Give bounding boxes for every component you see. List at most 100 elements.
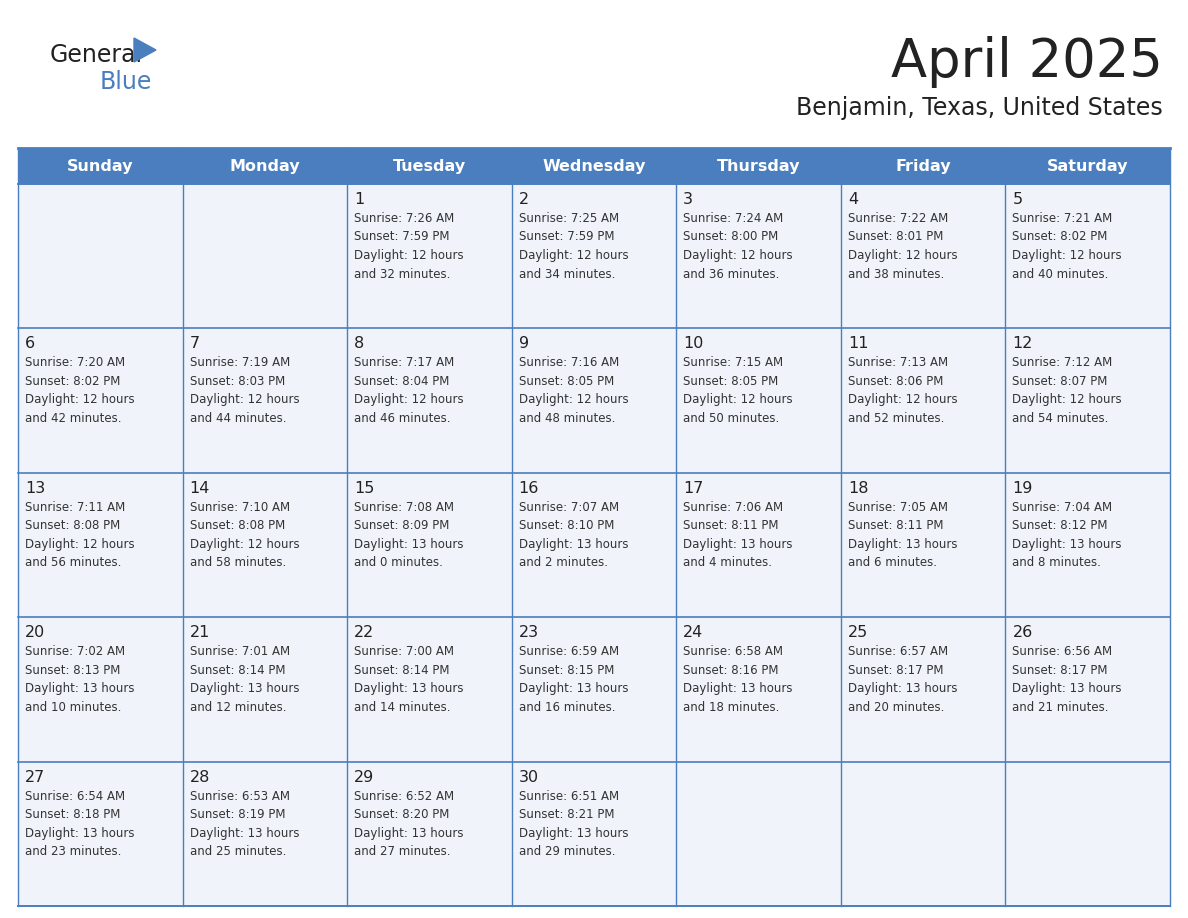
Bar <box>18 617 183 762</box>
Text: April 2025: April 2025 <box>891 36 1163 88</box>
Text: Blue: Blue <box>100 70 152 94</box>
Text: Sunrise: 7:24 AM
Sunset: 8:00 PM
Daylight: 12 hours
and 36 minutes.: Sunrise: 7:24 AM Sunset: 8:00 PM Dayligh… <box>683 212 792 281</box>
Text: Sunrise: 7:25 AM
Sunset: 7:59 PM
Daylight: 12 hours
and 34 minutes.: Sunrise: 7:25 AM Sunset: 7:59 PM Dayligh… <box>519 212 628 281</box>
Text: Sunrise: 7:12 AM
Sunset: 8:07 PM
Daylight: 12 hours
and 54 minutes.: Sunrise: 7:12 AM Sunset: 8:07 PM Dayligh… <box>1012 356 1121 425</box>
Text: 3: 3 <box>683 192 694 207</box>
Text: 15: 15 <box>354 481 374 496</box>
Bar <box>347 762 512 906</box>
Text: 5: 5 <box>1012 192 1023 207</box>
Bar <box>512 329 676 473</box>
Bar <box>676 473 841 617</box>
Bar <box>676 617 841 762</box>
Text: Sunrise: 7:07 AM
Sunset: 8:10 PM
Daylight: 13 hours
and 2 minutes.: Sunrise: 7:07 AM Sunset: 8:10 PM Dayligh… <box>519 501 628 569</box>
Text: 2: 2 <box>519 192 529 207</box>
Text: 9: 9 <box>519 336 529 352</box>
Text: Sunrise: 7:00 AM
Sunset: 8:14 PM
Daylight: 13 hours
and 14 minutes.: Sunrise: 7:00 AM Sunset: 8:14 PM Dayligh… <box>354 645 463 713</box>
Text: 1: 1 <box>354 192 365 207</box>
Text: Wednesday: Wednesday <box>542 159 646 174</box>
Text: 20: 20 <box>25 625 45 640</box>
Bar <box>512 184 676 329</box>
Bar <box>676 329 841 473</box>
Text: 14: 14 <box>190 481 210 496</box>
Bar <box>183 184 347 329</box>
Text: Sunrise: 7:16 AM
Sunset: 8:05 PM
Daylight: 12 hours
and 48 minutes.: Sunrise: 7:16 AM Sunset: 8:05 PM Dayligh… <box>519 356 628 425</box>
Text: Sunrise: 6:56 AM
Sunset: 8:17 PM
Daylight: 13 hours
and 21 minutes.: Sunrise: 6:56 AM Sunset: 8:17 PM Dayligh… <box>1012 645 1121 713</box>
Bar <box>347 473 512 617</box>
Text: Sunrise: 6:52 AM
Sunset: 8:20 PM
Daylight: 13 hours
and 27 minutes.: Sunrise: 6:52 AM Sunset: 8:20 PM Dayligh… <box>354 789 463 858</box>
Text: 21: 21 <box>190 625 210 640</box>
Text: Sunrise: 7:21 AM
Sunset: 8:02 PM
Daylight: 12 hours
and 40 minutes.: Sunrise: 7:21 AM Sunset: 8:02 PM Dayligh… <box>1012 212 1121 281</box>
Bar <box>1005 184 1170 329</box>
Text: 25: 25 <box>848 625 868 640</box>
Text: 23: 23 <box>519 625 539 640</box>
Text: Sunrise: 7:20 AM
Sunset: 8:02 PM
Daylight: 12 hours
and 42 minutes.: Sunrise: 7:20 AM Sunset: 8:02 PM Dayligh… <box>25 356 134 425</box>
Text: Sunday: Sunday <box>67 159 133 174</box>
Bar <box>18 148 1170 184</box>
Text: Sunrise: 6:59 AM
Sunset: 8:15 PM
Daylight: 13 hours
and 16 minutes.: Sunrise: 6:59 AM Sunset: 8:15 PM Dayligh… <box>519 645 628 713</box>
Text: Sunrise: 7:17 AM
Sunset: 8:04 PM
Daylight: 12 hours
and 46 minutes.: Sunrise: 7:17 AM Sunset: 8:04 PM Dayligh… <box>354 356 463 425</box>
Text: Sunrise: 6:58 AM
Sunset: 8:16 PM
Daylight: 13 hours
and 18 minutes.: Sunrise: 6:58 AM Sunset: 8:16 PM Dayligh… <box>683 645 792 713</box>
Bar <box>1005 329 1170 473</box>
Bar <box>183 473 347 617</box>
Bar <box>18 473 183 617</box>
Text: 10: 10 <box>683 336 703 352</box>
Bar <box>512 473 676 617</box>
Text: Sunrise: 7:01 AM
Sunset: 8:14 PM
Daylight: 13 hours
and 12 minutes.: Sunrise: 7:01 AM Sunset: 8:14 PM Dayligh… <box>190 645 299 713</box>
Bar <box>1005 617 1170 762</box>
Text: 4: 4 <box>848 192 858 207</box>
Bar <box>347 184 512 329</box>
Bar <box>841 329 1005 473</box>
Bar <box>841 473 1005 617</box>
Text: Sunrise: 7:22 AM
Sunset: 8:01 PM
Daylight: 12 hours
and 38 minutes.: Sunrise: 7:22 AM Sunset: 8:01 PM Dayligh… <box>848 212 958 281</box>
Bar <box>841 762 1005 906</box>
Text: Monday: Monday <box>229 159 301 174</box>
Text: Tuesday: Tuesday <box>393 159 466 174</box>
Text: Sunrise: 6:51 AM
Sunset: 8:21 PM
Daylight: 13 hours
and 29 minutes.: Sunrise: 6:51 AM Sunset: 8:21 PM Dayligh… <box>519 789 628 858</box>
Bar <box>676 184 841 329</box>
Bar <box>1005 762 1170 906</box>
Text: Sunrise: 6:53 AM
Sunset: 8:19 PM
Daylight: 13 hours
and 25 minutes.: Sunrise: 6:53 AM Sunset: 8:19 PM Dayligh… <box>190 789 299 858</box>
Text: 24: 24 <box>683 625 703 640</box>
Bar <box>512 762 676 906</box>
Text: 18: 18 <box>848 481 868 496</box>
Bar <box>1005 473 1170 617</box>
Polygon shape <box>134 38 156 62</box>
Text: Sunrise: 7:15 AM
Sunset: 8:05 PM
Daylight: 12 hours
and 50 minutes.: Sunrise: 7:15 AM Sunset: 8:05 PM Dayligh… <box>683 356 792 425</box>
Text: 17: 17 <box>683 481 703 496</box>
Text: 27: 27 <box>25 769 45 785</box>
Text: 28: 28 <box>190 769 210 785</box>
Bar <box>18 762 183 906</box>
Bar <box>512 617 676 762</box>
Text: Sunrise: 7:11 AM
Sunset: 8:08 PM
Daylight: 12 hours
and 56 minutes.: Sunrise: 7:11 AM Sunset: 8:08 PM Dayligh… <box>25 501 134 569</box>
Text: Sunrise: 7:06 AM
Sunset: 8:11 PM
Daylight: 13 hours
and 4 minutes.: Sunrise: 7:06 AM Sunset: 8:11 PM Dayligh… <box>683 501 792 569</box>
Bar <box>183 329 347 473</box>
Text: 30: 30 <box>519 769 539 785</box>
Text: Sunrise: 7:05 AM
Sunset: 8:11 PM
Daylight: 13 hours
and 6 minutes.: Sunrise: 7:05 AM Sunset: 8:11 PM Dayligh… <box>848 501 958 569</box>
Text: Saturday: Saturday <box>1047 159 1129 174</box>
Text: 11: 11 <box>848 336 868 352</box>
Bar <box>18 184 183 329</box>
Text: Friday: Friday <box>896 159 950 174</box>
Text: 29: 29 <box>354 769 374 785</box>
Text: 6: 6 <box>25 336 36 352</box>
Text: Sunrise: 7:08 AM
Sunset: 8:09 PM
Daylight: 13 hours
and 0 minutes.: Sunrise: 7:08 AM Sunset: 8:09 PM Dayligh… <box>354 501 463 569</box>
Bar <box>676 762 841 906</box>
Text: 16: 16 <box>519 481 539 496</box>
Bar <box>347 329 512 473</box>
Text: 7: 7 <box>190 336 200 352</box>
Text: Thursday: Thursday <box>716 159 801 174</box>
Text: General: General <box>50 43 143 67</box>
Text: 26: 26 <box>1012 625 1032 640</box>
Text: Sunrise: 7:04 AM
Sunset: 8:12 PM
Daylight: 13 hours
and 8 minutes.: Sunrise: 7:04 AM Sunset: 8:12 PM Dayligh… <box>1012 501 1121 569</box>
Text: Sunrise: 6:54 AM
Sunset: 8:18 PM
Daylight: 13 hours
and 23 minutes.: Sunrise: 6:54 AM Sunset: 8:18 PM Dayligh… <box>25 789 134 858</box>
Text: Sunrise: 7:10 AM
Sunset: 8:08 PM
Daylight: 12 hours
and 58 minutes.: Sunrise: 7:10 AM Sunset: 8:08 PM Dayligh… <box>190 501 299 569</box>
Bar <box>841 184 1005 329</box>
Text: Sunrise: 7:19 AM
Sunset: 8:03 PM
Daylight: 12 hours
and 44 minutes.: Sunrise: 7:19 AM Sunset: 8:03 PM Dayligh… <box>190 356 299 425</box>
Text: 8: 8 <box>354 336 365 352</box>
Text: Sunrise: 7:13 AM
Sunset: 8:06 PM
Daylight: 12 hours
and 52 minutes.: Sunrise: 7:13 AM Sunset: 8:06 PM Dayligh… <box>848 356 958 425</box>
Bar <box>347 617 512 762</box>
Bar <box>841 617 1005 762</box>
Bar <box>183 762 347 906</box>
Bar <box>183 617 347 762</box>
Text: 12: 12 <box>1012 336 1032 352</box>
